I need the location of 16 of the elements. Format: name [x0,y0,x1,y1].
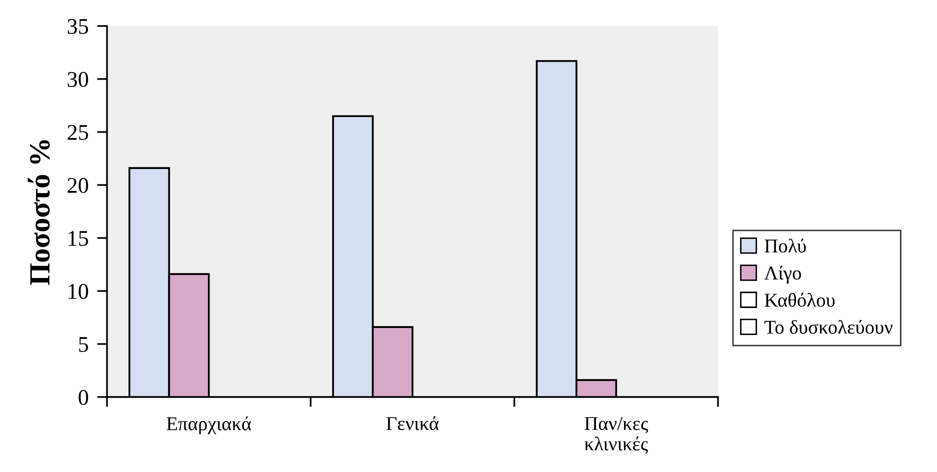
y-tick-label: 0 [78,390,88,405]
x-tick-label: Παν/κες κλινικές [584,417,648,454]
legend-label: Καθόλου [764,292,835,307]
y-tick-label: 20 [68,178,88,193]
y-tick-label: 5 [79,337,88,352]
y-tick-label: 35 [68,18,88,34]
y-tick-label: 15 [68,231,88,246]
y-tick-label: 10 [68,284,88,299]
y-tick-label: 30 [68,72,88,87]
x-tick-label: Επαρχιακά [166,416,252,434]
x-tick-label: Γενικά [386,416,439,430]
legend-label: Το δυσκολεύουν [764,320,892,334]
legend-label: Λίγο [764,266,802,284]
y-axis-title: Ποσοστό % [28,140,50,285]
y-tick-label: 25 [68,124,88,140]
legend-label: Πολύ [764,238,806,253]
